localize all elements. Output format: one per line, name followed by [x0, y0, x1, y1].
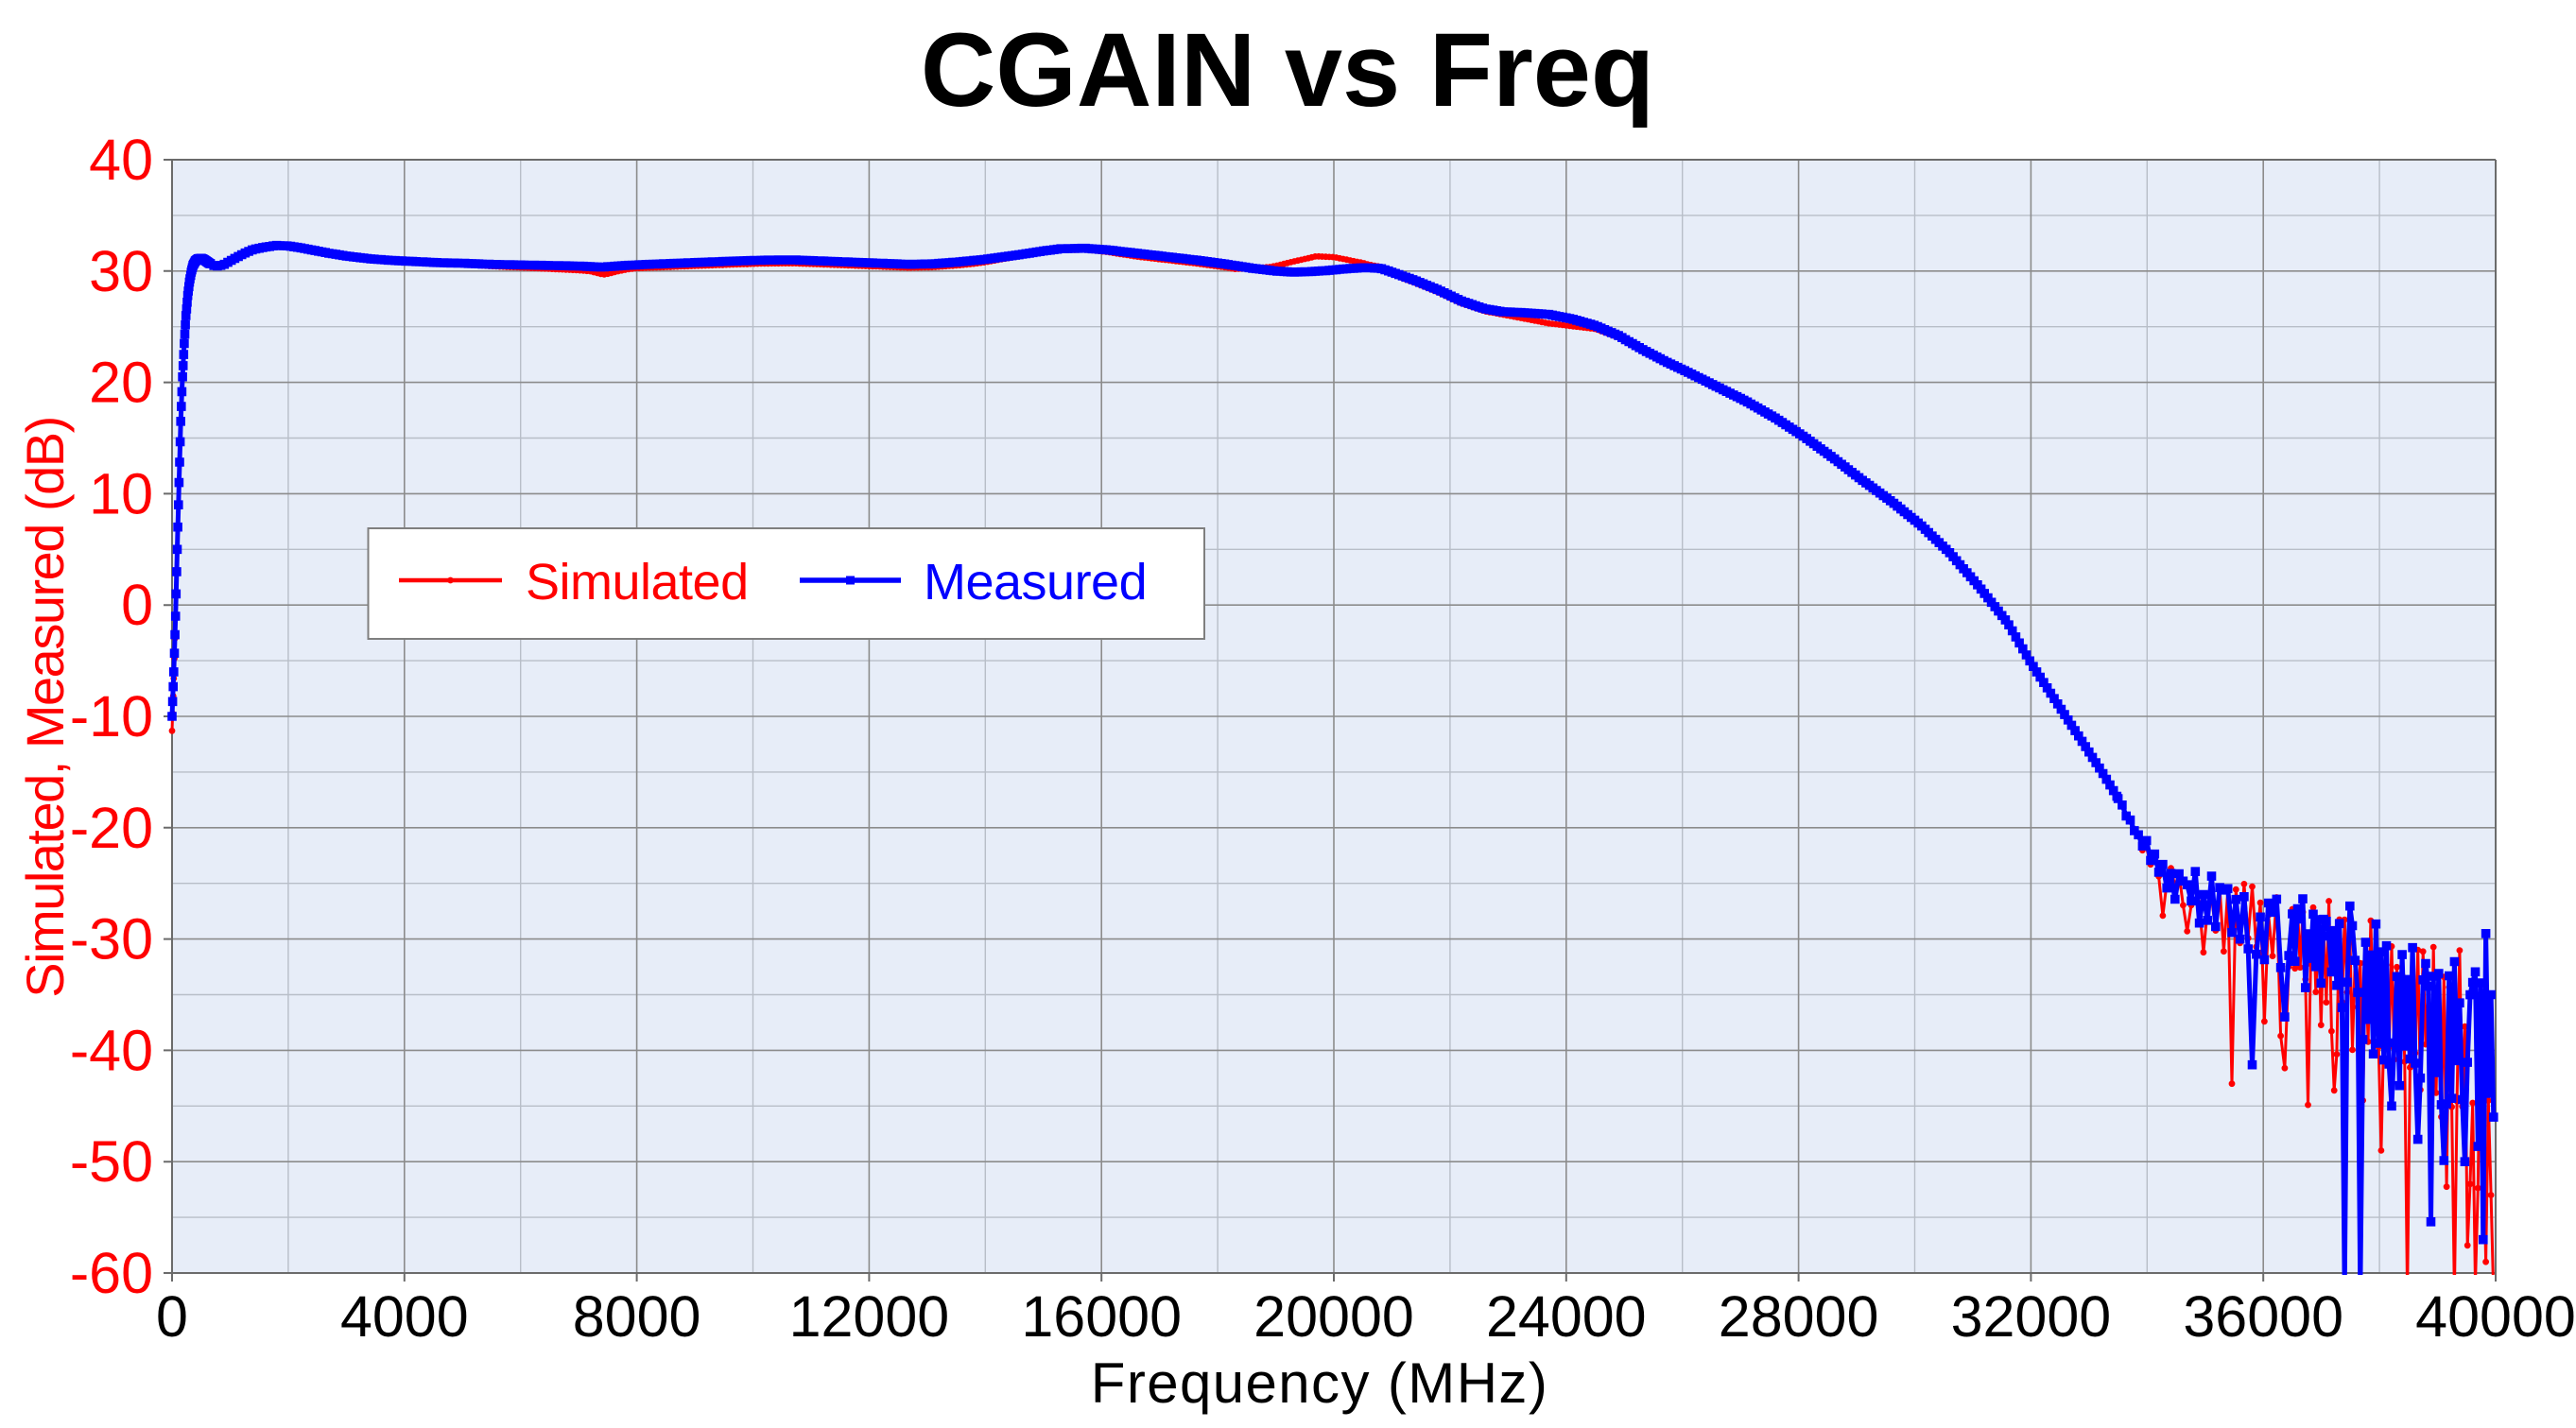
svg-text:-30: -30	[70, 907, 153, 972]
svg-text:36000: 36000	[2183, 1284, 2343, 1349]
svg-text:8000: 8000	[573, 1284, 701, 1349]
svg-text:Simulated: Simulated	[526, 554, 749, 611]
svg-text:Measured: Measured	[924, 554, 1147, 611]
svg-text:0: 0	[121, 573, 153, 637]
svg-text:-50: -50	[70, 1129, 153, 1194]
svg-text:40000: 40000	[2415, 1284, 2576, 1349]
svg-text:-40: -40	[70, 1018, 153, 1082]
svg-text:-10: -10	[70, 684, 153, 748]
svg-text:-20: -20	[70, 796, 153, 860]
svg-text:20000: 20000	[1253, 1284, 1414, 1349]
svg-text:32000: 32000	[1951, 1284, 2112, 1349]
svg-text:16000: 16000	[1021, 1284, 1182, 1349]
svg-text:0: 0	[156, 1284, 188, 1349]
svg-text:20: 20	[89, 351, 153, 415]
svg-text:-60: -60	[70, 1241, 153, 1305]
svg-text:10: 10	[89, 461, 153, 525]
svg-text:28000: 28000	[1719, 1284, 1879, 1349]
svg-text:Simulated, Measured (dB): Simulated, Measured (dB)	[15, 417, 75, 998]
svg-text:Frequency (MHz): Frequency (MHz)	[1091, 1351, 1548, 1415]
svg-text:CGAIN vs Freq: CGAIN vs Freq	[921, 12, 1654, 129]
svg-text:40: 40	[89, 128, 153, 192]
svg-text:24000: 24000	[1486, 1284, 1647, 1349]
svg-text:4000: 4000	[340, 1284, 469, 1349]
svg-text:30: 30	[89, 239, 153, 303]
svg-text:12000: 12000	[789, 1284, 950, 1349]
